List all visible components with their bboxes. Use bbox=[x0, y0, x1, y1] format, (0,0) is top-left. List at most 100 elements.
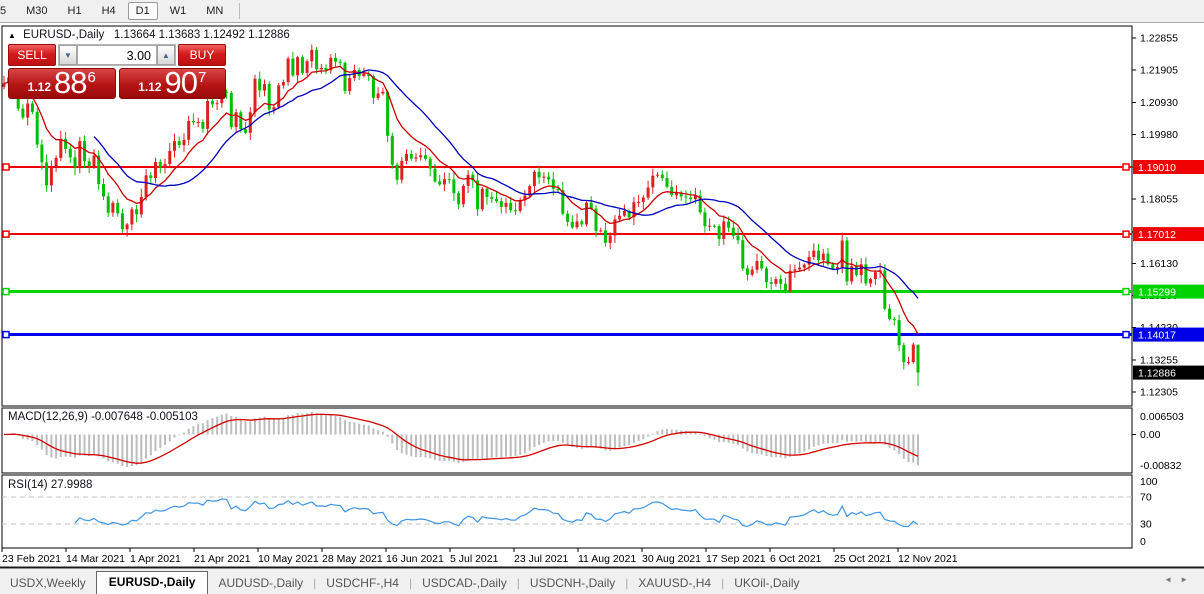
macd-signal-line bbox=[3, 413, 919, 464]
timeframe-button-w1[interactable]: W1 bbox=[169, 5, 187, 17]
ma-fast-line bbox=[3, 65, 919, 335]
timeframe-button-h1[interactable]: H1 bbox=[67, 5, 82, 17]
chart-tab-usdcad-daily[interactable]: USDCAD-,Daily bbox=[422, 576, 507, 590]
macd-axis-label: 0.00 bbox=[1140, 429, 1161, 441]
bid-big-digits: 88 bbox=[54, 65, 87, 100]
price-axis-label: 1.13255 bbox=[1140, 355, 1178, 367]
price-badge bbox=[1133, 160, 1204, 174]
chart-tab-xauusd-h4[interactable]: XAUUSD-,H4 bbox=[638, 576, 712, 590]
price-axis-label: 1.20930 bbox=[1140, 97, 1178, 109]
rsi-axis-label: 70 bbox=[1140, 492, 1152, 504]
date-axis-label: 17 Sep 2021 bbox=[706, 553, 766, 565]
line-handle[interactable] bbox=[1122, 230, 1130, 238]
date-axis-label: 6 Oct 2021 bbox=[770, 553, 822, 565]
ma-slow-line bbox=[93, 69, 919, 299]
hline-group[interactable] bbox=[2, 163, 1132, 339]
line-handle[interactable] bbox=[2, 330, 10, 339]
candlestick-series bbox=[2, 49, 920, 373]
price-axis-label: 1.22855 bbox=[1140, 32, 1178, 44]
one-click-trade-panel: SELL ▼ 3.00 ▲ BUY 1.12 88 6 1.12 90 7 bbox=[8, 44, 226, 99]
date-axis-label: 5 Jul 2021 bbox=[450, 553, 499, 565]
rsi-axis-label: 0 bbox=[1140, 536, 1146, 548]
price-badge-label: 1.17012 bbox=[1138, 229, 1176, 241]
price-axis-label: 1.16130 bbox=[1140, 258, 1178, 270]
macd-indicator-label: MACD(12,26,9) -0.007648 -0.005103 bbox=[8, 411, 198, 423]
price-axis-label: 1.12305 bbox=[1140, 387, 1178, 399]
line-handle[interactable] bbox=[2, 287, 10, 296]
chart-tab-usdx-weekly[interactable]: USDX,Weekly bbox=[10, 576, 86, 590]
chart-title: ▲ EURUSD-,Daily 1.13664 1.13683 1.12492 … bbox=[8, 29, 290, 41]
volume-spinner: ▼ 3.00 ▲ bbox=[58, 44, 176, 66]
chart-tab-usdchf-h4[interactable]: USDCHF-,H4 bbox=[326, 576, 399, 590]
macd-axis-label: 0.006503 bbox=[1140, 411, 1184, 423]
ask-pip-digit: 7 bbox=[198, 69, 207, 86]
chart-tab-usdcnh-daily[interactable]: USDCNH-,Daily bbox=[529, 576, 616, 590]
tab-scroll-arrows: ◄► bbox=[1164, 575, 1196, 584]
chart-tab-eurusd-daily[interactable]: EURUSD-,Daily bbox=[95, 571, 209, 594]
chart-tab-audusd-daily[interactable]: AUDUSD-,Daily bbox=[218, 576, 304, 590]
timeframe-button-mn[interactable]: MN bbox=[206, 5, 224, 17]
timeframe-button-m30[interactable]: M30 bbox=[26, 5, 48, 17]
date-axis[interactable]: 23 Feb 2021 14 Mar 2021 1 Apr 2021 21 Apr 2… bbox=[1, 548, 958, 565]
price-axis[interactable]: 1.228551.219051.209301.199801.190051.180… bbox=[1132, 32, 1204, 548]
rsi-axis-label: 100 bbox=[1140, 476, 1158, 488]
date-axis-label: 14 Mar 2021 bbox=[66, 553, 125, 565]
tab-scroll-right-icon[interactable]: ► bbox=[1180, 575, 1196, 584]
line-handle[interactable] bbox=[1122, 330, 1130, 339]
line-handle[interactable] bbox=[2, 163, 10, 171]
date-axis-label: 28 May 2021 bbox=[322, 553, 383, 565]
price-badge bbox=[1133, 327, 1204, 342]
volume-decrease-button[interactable]: ▼ bbox=[59, 45, 77, 65]
price-axis-label: 1.19980 bbox=[1140, 129, 1178, 141]
line-handle[interactable] bbox=[1122, 287, 1130, 296]
date-axis-label: 16 Jun 2021 bbox=[386, 553, 444, 565]
rsi-line bbox=[74, 498, 919, 528]
date-axis-label: 11 Aug 2021 bbox=[578, 553, 636, 565]
date-axis-label: 12 Nov 2021 bbox=[898, 553, 958, 565]
date-axis-label: 30 Aug 2021 bbox=[642, 553, 701, 565]
chart-ohlc-values: 1.13664 1.13683 1.12492 1.12886 bbox=[113, 29, 290, 41]
price-badge-label: 1.12886 bbox=[1138, 367, 1176, 379]
toolbar-separator bbox=[239, 3, 241, 19]
tab-separator: | bbox=[408, 576, 413, 590]
price-axis-label: 1.18055 bbox=[1140, 194, 1178, 206]
buy-button[interactable]: BUY bbox=[178, 44, 226, 66]
rsi-indicator-label: RSI(14) 27.9988 bbox=[8, 479, 93, 491]
price-axis-label: 1.21905 bbox=[1140, 64, 1178, 76]
tab-separator: | bbox=[625, 576, 629, 590]
date-axis-label: 10 May 2021 bbox=[258, 553, 319, 565]
tab-separator: | bbox=[721, 576, 725, 590]
date-axis-label: 25 Oct 2021 bbox=[834, 553, 891, 565]
line-handle[interactable] bbox=[2, 230, 10, 238]
ask-prefix: 1.12 bbox=[138, 80, 162, 94]
date-axis-label: 21 Apr 2021 bbox=[194, 553, 251, 565]
ask-big-digits: 90 bbox=[164, 65, 198, 100]
price-badge bbox=[1133, 365, 1204, 380]
bid-pip-digit: 6 bbox=[87, 69, 96, 86]
volume-input[interactable]: 3.00 bbox=[77, 45, 157, 65]
sell-button[interactable]: SELL bbox=[8, 44, 56, 66]
date-axis-label: 23 Feb 2021 bbox=[2, 553, 61, 565]
tab-separator: | bbox=[516, 576, 520, 590]
timeframe-toolbar: 5 M30 H1 H4 D1 W1 MN bbox=[0, 0, 1204, 23]
price-badge-label: 1.14017 bbox=[1138, 329, 1176, 341]
tab-separator: | bbox=[313, 576, 317, 590]
price-badge-label: 1.19010 bbox=[1138, 162, 1176, 174]
timeframe-button-d1[interactable]: D1 bbox=[127, 2, 158, 20]
chart-tab-ukoil-daily[interactable]: UKOil-,Daily bbox=[734, 576, 800, 590]
tab-scroll-left-icon[interactable]: ◄ bbox=[1164, 575, 1181, 584]
price-badge-label: 1.15299 bbox=[1138, 286, 1176, 298]
price-badge bbox=[1133, 227, 1204, 242]
ask-quote-button[interactable]: 1.12 90 7 bbox=[118, 65, 226, 100]
timeframe-button-h4[interactable]: H4 bbox=[101, 5, 116, 17]
rsi-axis-label: 30 bbox=[1140, 518, 1152, 530]
timeframe-button-5[interactable]: 5 bbox=[0, 5, 7, 17]
bid-quote-button[interactable]: 1.12 88 6 bbox=[8, 65, 116, 100]
volume-increase-button[interactable]: ▲ bbox=[157, 45, 175, 65]
date-axis-label: 1 Apr 2021 bbox=[130, 553, 181, 565]
collapse-triangle-icon[interactable]: ▲ bbox=[8, 31, 16, 40]
line-handle[interactable] bbox=[1122, 163, 1130, 171]
chart-tab-bar: USDX,Weekly EURUSD-,Daily AUDUSD-,Daily | US… bbox=[0, 569, 1204, 594]
